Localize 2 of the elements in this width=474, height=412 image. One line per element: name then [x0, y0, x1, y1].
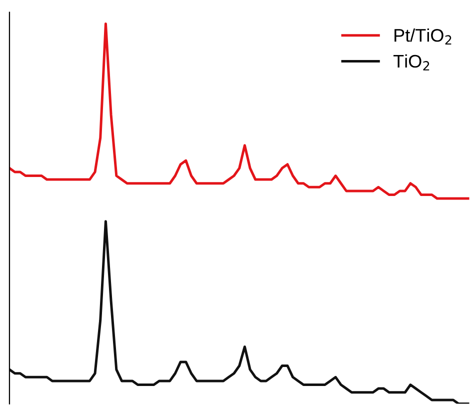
- legend-label: Pt/TiO$_{2}$: [394, 28, 452, 45]
- legend-label: TiO$_{2}$: [393, 54, 430, 70]
